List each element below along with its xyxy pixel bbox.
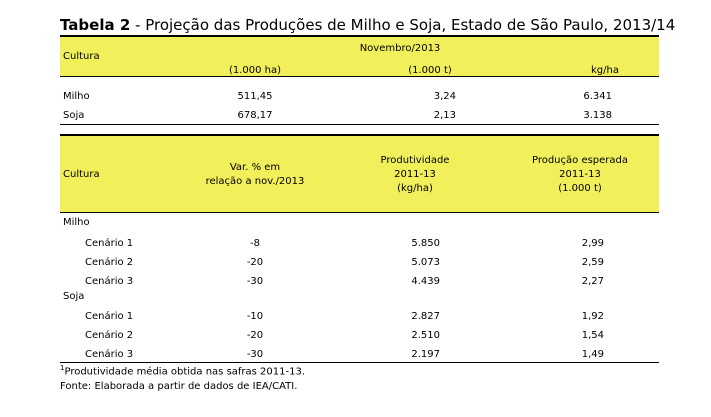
table1-row-milho-area: 511,45 bbox=[237, 91, 273, 102]
table2-milho-c1-label: Cenário 1 bbox=[85, 238, 134, 249]
source-note: Fonte: Elaborada a partir de dados de IE… bbox=[60, 381, 298, 392]
table2-milho-c2-var: -20 bbox=[246, 257, 264, 268]
table-title: Tabela 2 - Projeção das Produções de Mil… bbox=[60, 16, 675, 34]
table2-milho-c2-prodt: 5.073 bbox=[411, 257, 440, 268]
table1-bottom-rule bbox=[60, 124, 659, 125]
table2-header-esp-1: Produção esperada bbox=[531, 155, 629, 166]
table2-soja-c1-var: -10 bbox=[246, 311, 264, 322]
table2-header-prodt-2: 2011-13 bbox=[394, 169, 436, 180]
table2-soja-c1-label: Cenário 1 bbox=[85, 311, 134, 322]
table1-row-milho-label: Milho bbox=[63, 91, 90, 102]
table2-milho-c3-prodt: 4.439 bbox=[411, 276, 440, 287]
table1-row-soja-label: Soja bbox=[63, 110, 85, 121]
table2-milho-c1-esp: 2,99 bbox=[581, 238, 604, 249]
footnote-marker: 1 bbox=[60, 364, 65, 372]
table2-milho-c2-esp: 2,59 bbox=[581, 257, 604, 268]
table1-row-soja-area: 678,17 bbox=[237, 110, 273, 121]
table1-header-cultura: Cultura bbox=[63, 51, 100, 62]
table2-milho-c1-prodt: 5.850 bbox=[411, 238, 440, 249]
table2-header-prodt-1: Produtividade bbox=[380, 155, 450, 166]
table2-soja-c1-esp: 1,92 bbox=[581, 311, 604, 322]
table2-top-rule bbox=[60, 134, 659, 136]
table1-unit-prod: (1.000 t) bbox=[408, 65, 452, 76]
table2-soja-c1-prodt: 2.827 bbox=[411, 311, 440, 322]
table1-row-soja-prod: 2,13 bbox=[433, 110, 456, 121]
footnote-productivity: 1Produtividade média obtida nas safras 2… bbox=[60, 364, 305, 377]
table1-unit-yield: kg/ha bbox=[591, 65, 619, 76]
table2-header-var-2: relação a nov./2013 bbox=[205, 176, 305, 187]
footnote-text: Produtividade média obtida nas safras 20… bbox=[64, 366, 306, 378]
table2-milho-c3-esp: 2,27 bbox=[581, 276, 604, 287]
table1-header-band bbox=[60, 37, 659, 76]
table2-soja-c2-label: Cenário 2 bbox=[85, 330, 134, 341]
table1-row-milho-yield: 6.341 bbox=[583, 91, 612, 102]
table2-header-rule bbox=[60, 212, 659, 213]
table2-soja-c3-esp: 1,49 bbox=[581, 349, 604, 360]
table2-soja-c2-prodt: 2.510 bbox=[411, 330, 440, 341]
table2-header-esp-2: 2011-13 bbox=[559, 169, 601, 180]
table2-group-soja: Soja bbox=[63, 291, 85, 302]
table2-soja-c3-prodt: 2.197 bbox=[411, 349, 440, 360]
table2-header-cultura: Cultura bbox=[63, 169, 100, 180]
table2-soja-c2-var: -20 bbox=[246, 330, 264, 341]
table2-soja-c2-esp: 1,54 bbox=[581, 330, 604, 341]
table1-row-milho-prod: 3,24 bbox=[433, 91, 456, 102]
table1-unit-area: (1.000 ha) bbox=[228, 65, 282, 76]
table1-header-rule bbox=[60, 76, 659, 77]
table-title-prefix: Tabela 2 bbox=[60, 16, 131, 34]
table1-top-rule bbox=[60, 35, 659, 37]
table2-header-var-1: Var. % em bbox=[229, 162, 281, 173]
table2-header-band bbox=[60, 136, 659, 212]
table2-header-esp-3: (1.000 t) bbox=[558, 183, 602, 194]
table2-group-milho: Milho bbox=[63, 217, 90, 228]
table2-milho-c3-label: Cenário 3 bbox=[85, 276, 134, 287]
table1-row-soja-yield: 3.138 bbox=[583, 110, 612, 121]
table2-milho-c1-var: -8 bbox=[250, 238, 260, 249]
table2-bottom-rule bbox=[60, 362, 659, 363]
table2-soja-c3-label: Cenário 3 bbox=[85, 349, 134, 360]
table1-header-period: Novembro/2013 bbox=[359, 43, 441, 54]
table2-header-prodt-3: (kg/ha) bbox=[397, 183, 433, 194]
table2-milho-c3-var: -30 bbox=[246, 276, 264, 287]
table2-milho-c2-label: Cenário 2 bbox=[85, 257, 134, 268]
table-title-text: - Projeção das Produções de Milho e Soja… bbox=[130, 16, 676, 34]
table2-soja-c3-var: -30 bbox=[246, 349, 264, 360]
